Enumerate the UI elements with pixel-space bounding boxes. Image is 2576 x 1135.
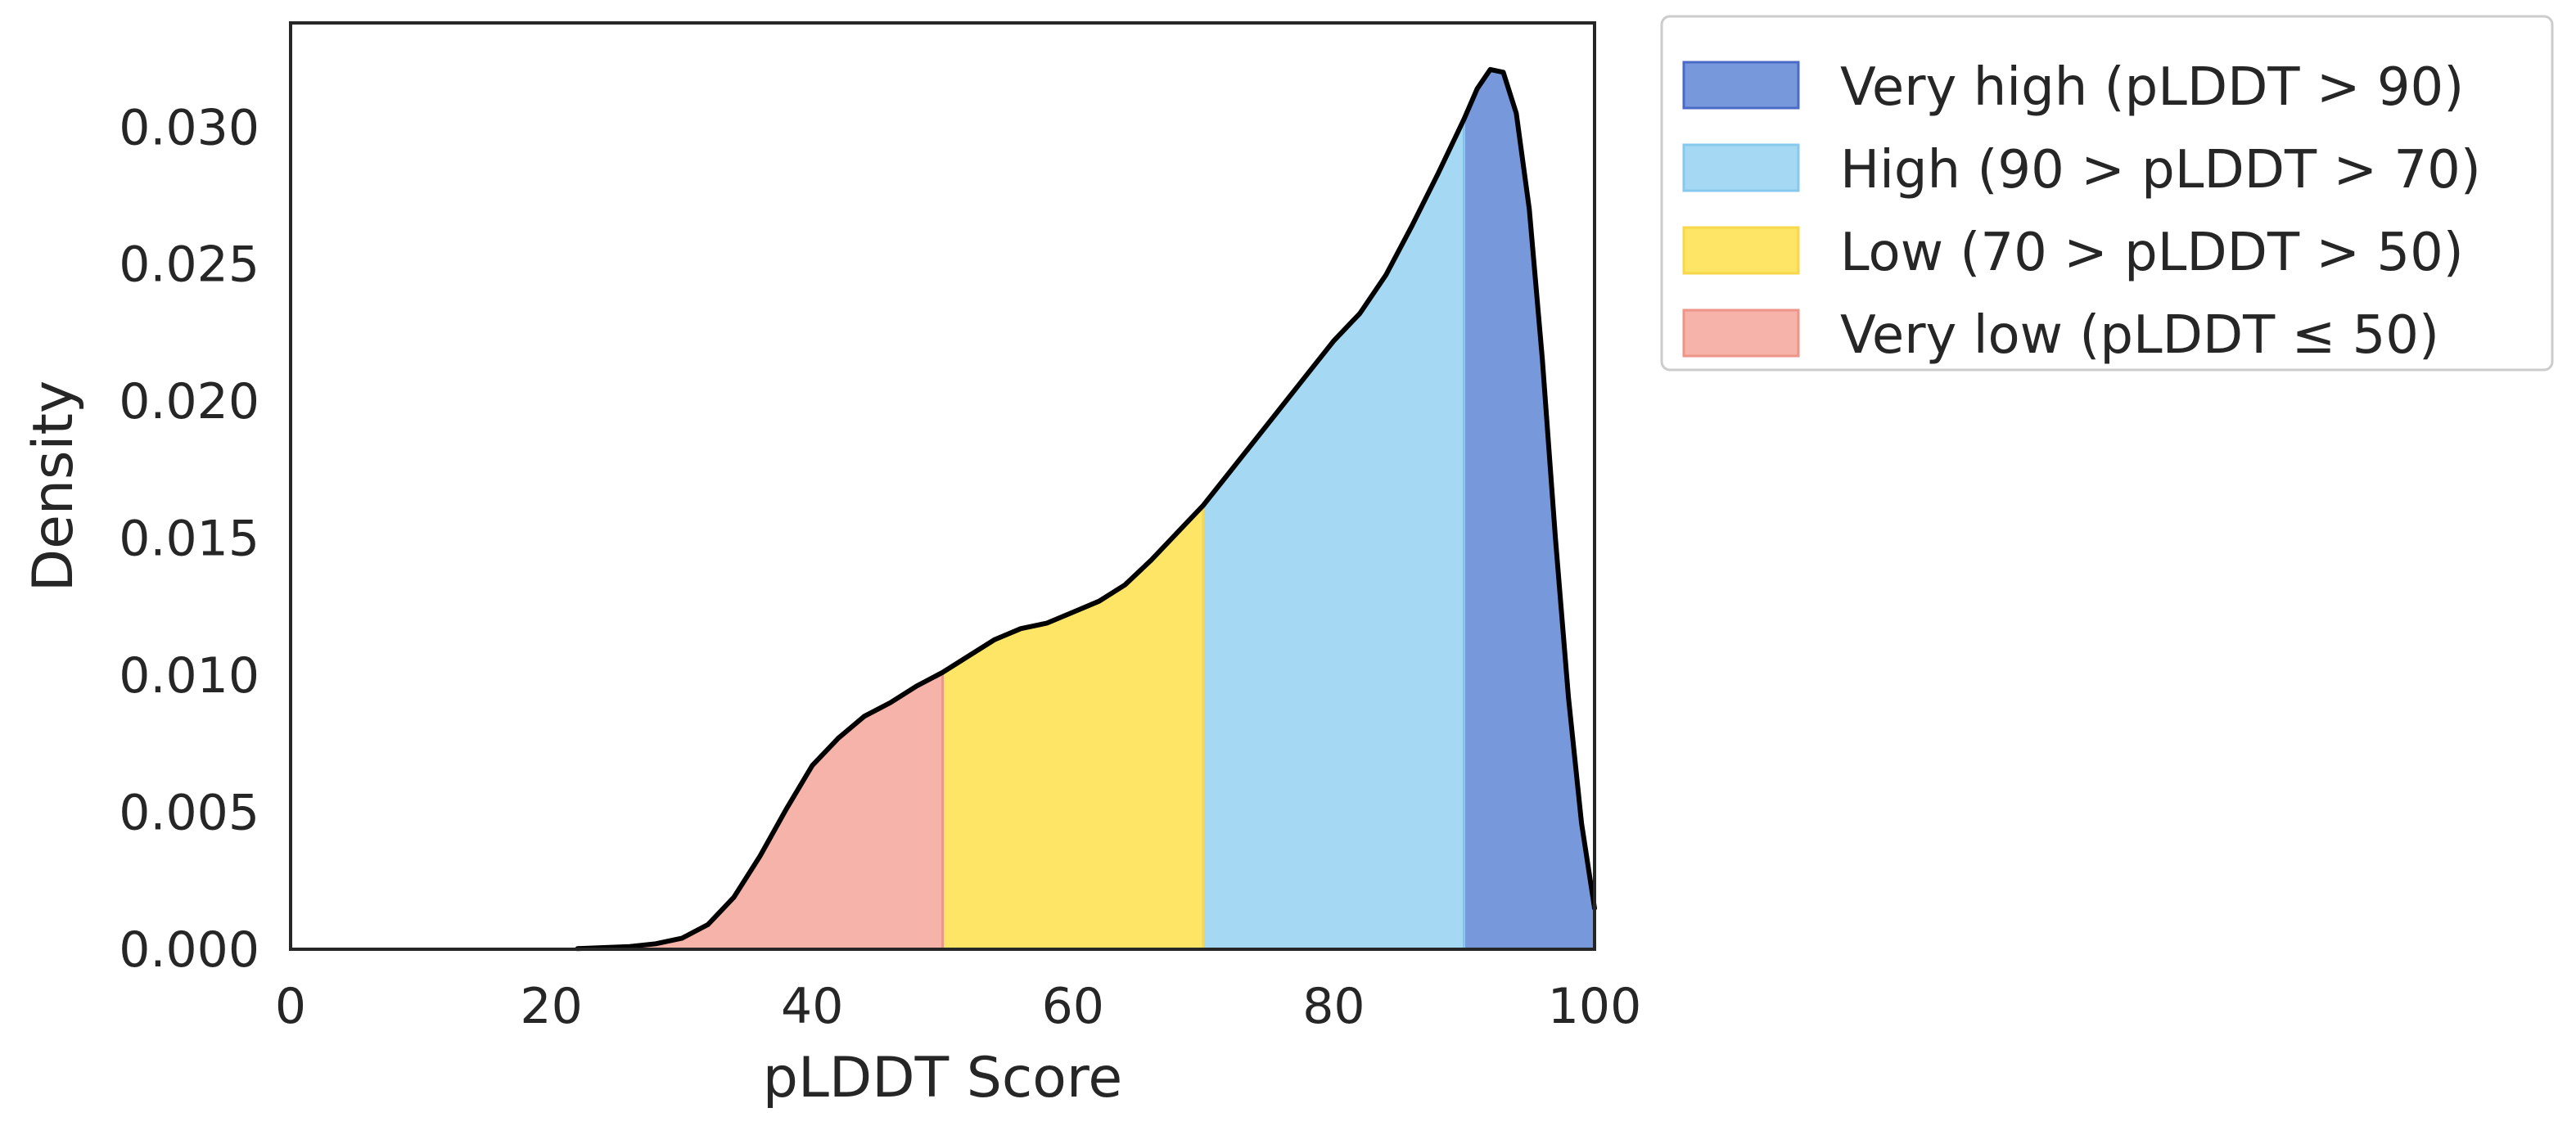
x-tick-label-0: 0 [275, 978, 306, 1035]
y-tick-label-0: 0.000 [119, 921, 259, 979]
y-tick-label-2: 0.010 [119, 647, 259, 705]
legend-label-2: Low (70 > pLDDT > 50) [1840, 223, 2464, 283]
x-axis-ticks: 0 20 40 60 80 100 [275, 978, 1641, 1035]
x-tick-label-3: 60 [1042, 978, 1104, 1035]
x-axis-title: pLDDT Score [763, 1046, 1122, 1110]
x-tick-label-2: 40 [781, 978, 843, 1035]
legend-items: Very high (pLDDT > 90) High (90 > pLDDT >… [1682, 57, 2481, 366]
y-axis-title: Density [21, 381, 86, 592]
legend-label-0: Very high (pLDDT > 90) [1840, 57, 2464, 118]
region-fills [577, 69, 1595, 949]
legend-box [1660, 15, 2554, 372]
legend-label-1: High (90 > pLDDT > 70) [1840, 140, 2481, 200]
legend-label-3: Very low (pLDDT ≤ 50) [1840, 305, 2439, 366]
y-tick-label-5: 0.025 [119, 236, 259, 294]
density-curve-layer [575, 66, 1597, 952]
plot-frame [289, 21, 1596, 951]
region-fill-3 [577, 672, 943, 949]
x-tick-label-1: 20 [520, 978, 582, 1035]
y-tick-label-3: 0.015 [119, 511, 259, 568]
legend-swatch-0 [1682, 61, 1800, 110]
y-tick-label-4: 0.020 [119, 373, 259, 430]
legend-swatch-2 [1682, 226, 1800, 275]
density-curve [575, 66, 1597, 952]
x-tick-label-4: 80 [1302, 978, 1365, 1035]
y-tick-label-6: 0.030 [119, 99, 259, 156]
legend-swatch-3 [1682, 309, 1800, 358]
legend: Very high (pLDDT > 90) High (90 > pLDDT >… [1660, 15, 2554, 372]
region-fill-1 [1203, 119, 1464, 949]
y-axis-ticks: 0.000 0.005 0.010 0.015 0.020 0.025 0.030 [119, 99, 259, 979]
region-fill-2 [942, 505, 1204, 949]
x-tick-label-5: 100 [1548, 978, 1642, 1035]
legend-swatch-1 [1682, 143, 1800, 192]
region-fill-0 [1464, 69, 1595, 949]
region-boundaries [941, 119, 1466, 949]
y-tick-label-1: 0.005 [119, 785, 259, 842]
